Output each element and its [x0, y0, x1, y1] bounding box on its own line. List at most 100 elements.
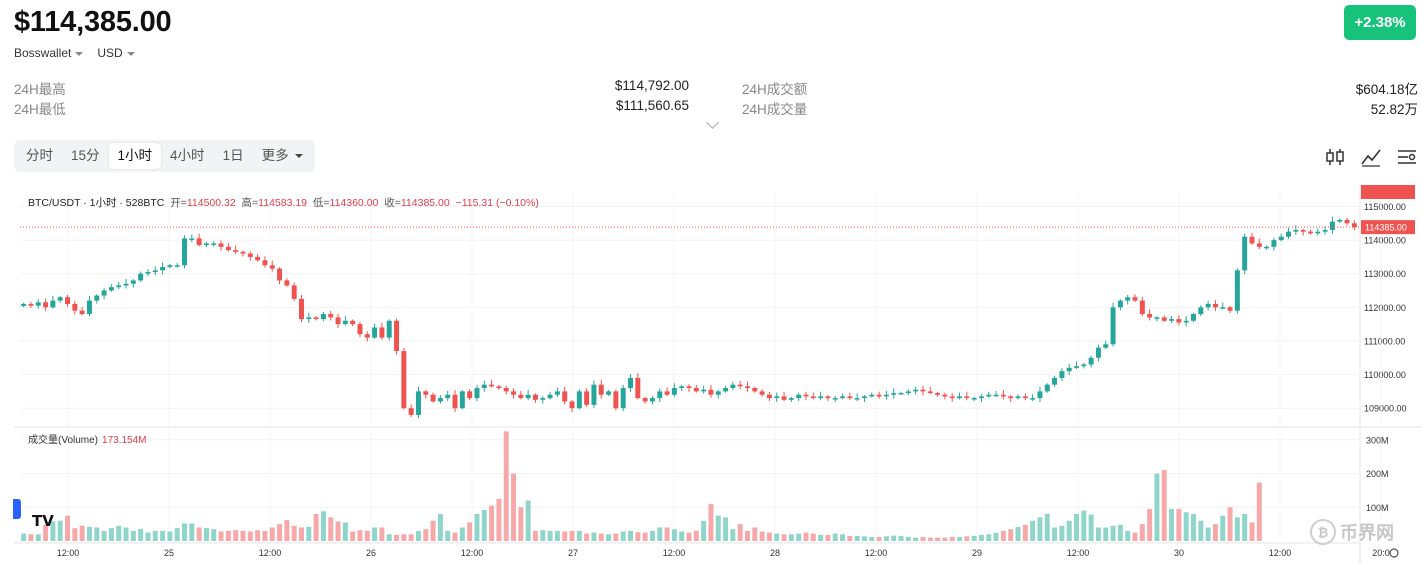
- candle-body: [1351, 223, 1357, 228]
- tab-15m[interactable]: 15分: [71, 148, 100, 163]
- volume-bar: [635, 532, 641, 541]
- candle-body: [854, 398, 860, 400]
- volume-bar: [152, 530, 158, 541]
- volume-bar: [993, 532, 999, 541]
- legend-close: 114385.00: [400, 197, 450, 209]
- last-volume-label: 173.154M: [1365, 185, 1405, 187]
- candle-body: [1293, 229, 1299, 232]
- candle-body: [1117, 300, 1123, 308]
- volume-bar: [1198, 520, 1204, 541]
- candle-body: [883, 394, 889, 397]
- volume-bar: [657, 527, 663, 541]
- tab-minute[interactable]: 分时: [26, 148, 53, 163]
- volume-bar: [430, 520, 436, 541]
- candle-body: [847, 396, 853, 399]
- price-chart[interactable]: 115000.00 114000.00 113000.00 112000.00 1110…: [14, 185, 1422, 563]
- volume-bar: [1103, 527, 1109, 541]
- candle-body: [291, 285, 297, 299]
- volume-bar: [167, 531, 173, 541]
- tab-more[interactable]: 更多: [253, 143, 312, 169]
- candle-body: [1183, 320, 1189, 323]
- currency-selector[interactable]: USD: [97, 46, 135, 60]
- candle-body: [1044, 384, 1050, 392]
- volume-bar: [189, 523, 195, 541]
- volume-bar: [335, 521, 341, 541]
- candle-body: [21, 303, 27, 306]
- legend-low: 114360.00: [329, 197, 379, 209]
- volume-bar: [1176, 508, 1182, 541]
- volume-bar: [1249, 522, 1255, 541]
- candle-body: [1132, 297, 1138, 301]
- tab-1h[interactable]: 1小时: [108, 143, 162, 169]
- candle-body: [993, 394, 999, 397]
- candle-body: [1095, 347, 1101, 358]
- volume-bar: [547, 530, 553, 541]
- candle-body: [452, 394, 458, 409]
- candle-body: [211, 243, 217, 245]
- candle-body: [1198, 307, 1204, 315]
- volume-bar: [532, 530, 538, 541]
- candle-body: [408, 408, 414, 415]
- volume-tick-label: 100M: [1366, 503, 1389, 513]
- candle-body: [876, 394, 882, 397]
- candle-body: [277, 268, 283, 281]
- settings-icon[interactable]: [1396, 146, 1418, 168]
- volume-bar: [971, 535, 977, 541]
- selectors: Bosswallet USD: [14, 46, 135, 60]
- candlestick-icon[interactable]: [1324, 146, 1346, 168]
- volume-bar: [1256, 482, 1262, 541]
- candle-body: [606, 391, 612, 395]
- volume-bar: [43, 524, 49, 541]
- volume-bar: [576, 530, 582, 541]
- indicator-icon[interactable]: [1360, 146, 1382, 168]
- volume-bar: [569, 530, 575, 541]
- candle-body: [1264, 246, 1270, 249]
- volume-bar: [1220, 515, 1226, 541]
- volume-bar: [1242, 514, 1248, 541]
- expand-chevron-icon[interactable]: [706, 116, 719, 129]
- candle-body: [1110, 307, 1116, 345]
- volume-bar: [72, 528, 78, 541]
- side-panel-toggle[interactable]: [13, 499, 21, 519]
- volume-bar: [525, 500, 531, 541]
- candle-body: [532, 394, 538, 400]
- candle-body: [196, 238, 202, 246]
- candle-body: [898, 393, 904, 395]
- candle-body: [584, 391, 590, 405]
- volume-legend-value: 173.154M: [102, 435, 147, 446]
- wallet-selector[interactable]: Bosswallet: [14, 46, 84, 60]
- volume-bar: [715, 515, 721, 541]
- price-tick-label: 110000.00: [1364, 370, 1406, 380]
- volume-bar: [108, 528, 114, 541]
- candle-body: [1000, 394, 1006, 397]
- candle-body: [415, 391, 421, 415]
- volume-bar: [759, 531, 765, 541]
- legend-close-label: 收=: [384, 197, 401, 209]
- volume-bar: [145, 532, 151, 541]
- tab-1d[interactable]: 1日: [222, 148, 244, 163]
- volume-bar: [452, 532, 458, 541]
- candle-body: [642, 398, 648, 402]
- candle-body: [745, 386, 750, 389]
- volume-bar: [642, 532, 648, 541]
- volume-bar: [211, 529, 217, 541]
- tab-4h[interactable]: 4小时: [170, 148, 205, 163]
- volume-bar: [949, 536, 955, 541]
- candle-body: [116, 285, 122, 288]
- volume-bar: [927, 537, 933, 541]
- volume-bar: [467, 522, 473, 541]
- volume-bar: [540, 530, 546, 541]
- volume-bar: [1169, 508, 1175, 541]
- candle-body: [320, 314, 326, 320]
- candle-body: [174, 265, 180, 267]
- volume-bar: [116, 525, 122, 541]
- volume-bar: [613, 533, 619, 541]
- time-tick-label: 26: [366, 548, 376, 558]
- price-tick-label: 111000.00: [1364, 336, 1405, 346]
- volume-bar: [1044, 514, 1050, 541]
- volume-bar: [277, 524, 283, 541]
- volume-bar: [350, 531, 356, 541]
- volume-bar: [1015, 526, 1021, 541]
- volume-bar: [65, 515, 71, 541]
- volume-bar: [342, 522, 348, 541]
